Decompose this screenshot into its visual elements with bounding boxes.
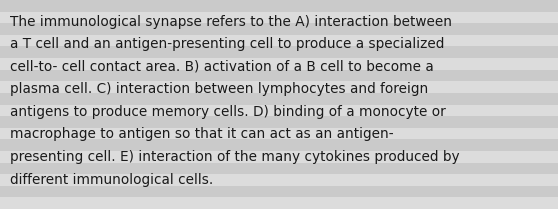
Bar — [0, 174, 558, 186]
Text: a T cell and an antigen-presenting cell to produce a specialized: a T cell and an antigen-presenting cell … — [10, 37, 444, 51]
Text: antigens to produce memory cells. D) binding of a monocyte or: antigens to produce memory cells. D) bin… — [10, 105, 446, 119]
Bar — [0, 23, 558, 35]
Bar — [0, 81, 558, 93]
Bar — [0, 139, 558, 151]
Bar — [0, 186, 558, 197]
Bar — [0, 35, 558, 46]
Bar — [0, 116, 558, 128]
Bar — [0, 163, 558, 174]
Bar — [0, 0, 558, 12]
Bar — [0, 46, 558, 58]
Bar — [0, 104, 558, 116]
Text: cell-to- cell contact area. B) activation of a B cell to become a: cell-to- cell contact area. B) activatio… — [10, 60, 434, 74]
Bar — [0, 128, 558, 139]
Text: presenting cell. E) interaction of the many cytokines produced by: presenting cell. E) interaction of the m… — [10, 150, 460, 164]
Bar — [0, 70, 558, 81]
Text: different immunological cells.: different immunological cells. — [10, 173, 213, 187]
Text: macrophage to antigen so that it can act as an antigen-: macrophage to antigen so that it can act… — [10, 127, 394, 141]
Text: The immunological synapse refers to the A) interaction between: The immunological synapse refers to the … — [10, 15, 452, 29]
Bar — [0, 93, 558, 104]
Bar — [0, 151, 558, 163]
Bar — [0, 58, 558, 70]
Bar — [0, 12, 558, 23]
Bar — [0, 197, 558, 209]
Text: plasma cell. C) interaction between lymphocytes and foreign: plasma cell. C) interaction between lymp… — [10, 82, 429, 96]
